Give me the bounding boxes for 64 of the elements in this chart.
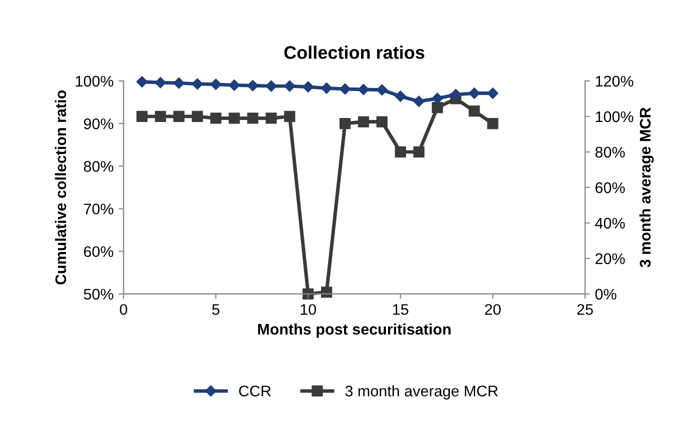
point <box>228 112 240 124</box>
legend-label: CCR <box>239 386 271 396</box>
y-axis-title: Cumulative collection ratio <box>54 90 66 284</box>
x-axis-title: Months post securitisation <box>258 323 451 338</box>
chart-title: Collection ratios <box>284 46 424 59</box>
y2-tick-label: 40% <box>595 218 625 229</box>
point <box>284 80 296 92</box>
point <box>210 112 222 124</box>
y2-tick-label: 80% <box>595 146 625 158</box>
y-tick-label: 100% <box>76 76 114 87</box>
point <box>266 112 277 124</box>
point <box>413 146 424 158</box>
point <box>136 110 148 122</box>
point <box>450 88 462 100</box>
legend-label: 3 month average MCR <box>345 385 498 400</box>
x-tick-label: 0 <box>120 304 128 315</box>
point <box>468 88 480 99</box>
point <box>340 118 351 130</box>
point <box>247 80 258 92</box>
point <box>487 118 498 130</box>
y-tick-label: 60% <box>84 246 114 258</box>
x-tick-label: 20 <box>485 304 501 315</box>
point <box>394 146 406 158</box>
x-tick-label: 15 <box>393 304 408 315</box>
point <box>210 78 222 90</box>
point <box>432 92 443 104</box>
point <box>339 83 351 95</box>
point <box>192 78 203 90</box>
point <box>376 84 388 96</box>
point <box>266 80 277 92</box>
point <box>432 102 443 114</box>
point <box>173 110 184 122</box>
point <box>302 81 314 93</box>
point <box>136 76 148 88</box>
point <box>394 90 406 102</box>
y2-axis-title: 3 month average MCR <box>639 108 654 268</box>
point <box>284 110 296 122</box>
point <box>320 82 332 94</box>
y-tick-label: 50% <box>84 288 114 300</box>
y2-tick-label: 0% <box>595 288 616 300</box>
point <box>228 80 240 91</box>
point <box>247 112 258 124</box>
y2-tick-label: 60% <box>596 182 625 194</box>
point <box>154 77 166 88</box>
point <box>413 96 425 107</box>
point <box>358 84 370 96</box>
point <box>302 288 314 300</box>
x-tick-label: 10 <box>300 304 316 315</box>
point <box>154 110 166 122</box>
point <box>321 286 332 298</box>
point <box>192 110 203 122</box>
point <box>376 116 388 128</box>
point <box>173 77 185 89</box>
x-tick-label: 25 <box>577 304 593 315</box>
y-tick-label: 80% <box>84 161 114 172</box>
y2-tick-label: 120% <box>596 76 634 87</box>
y-tick-label: 90% <box>84 118 114 130</box>
point <box>487 88 498 99</box>
x-tick-label: 5 <box>212 304 220 315</box>
point <box>358 116 370 128</box>
point <box>468 106 480 117</box>
y2-tick-label: 100% <box>596 111 634 122</box>
y2-tick-label: 20% <box>596 253 625 264</box>
y-tick-label: 70% <box>84 204 114 214</box>
